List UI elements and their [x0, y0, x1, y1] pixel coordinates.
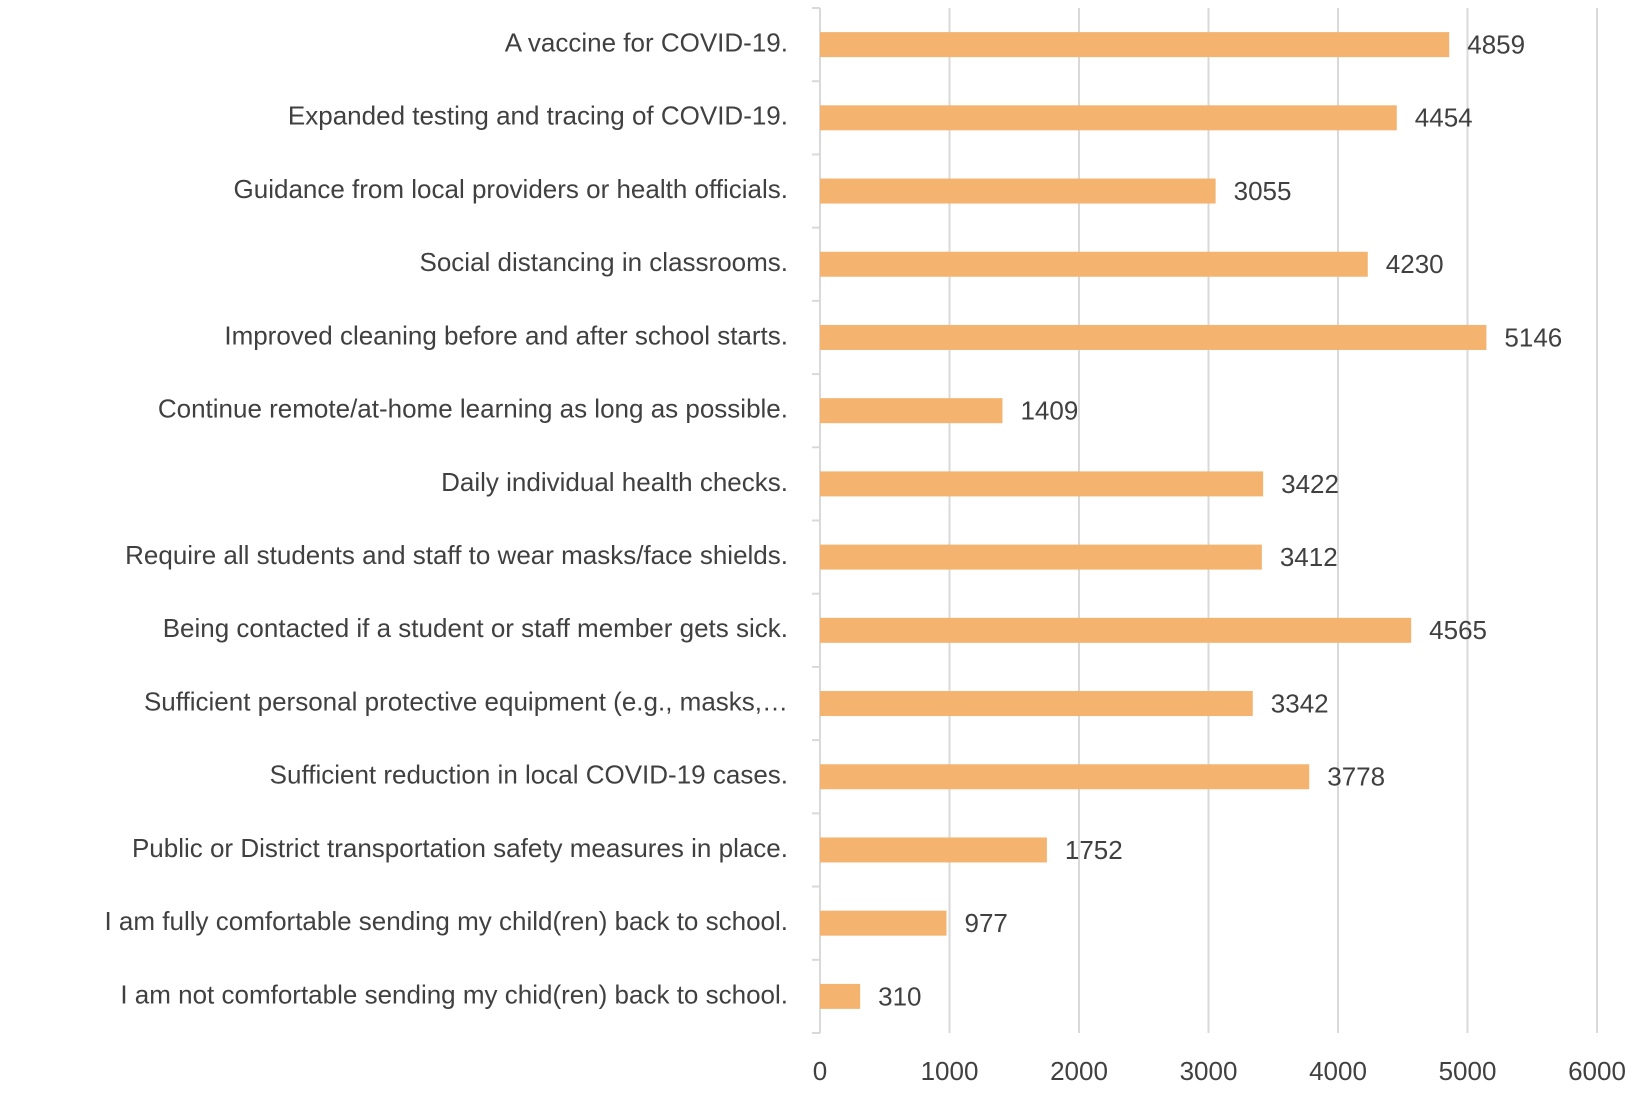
data-label: 1409 [1020, 396, 1078, 426]
bar [820, 251, 1368, 277]
y-tick-label: Being contacted if a student or staff me… [163, 613, 788, 643]
y-tick-label: I am fully comfortable sending my child(… [104, 906, 788, 936]
bar [820, 617, 1412, 643]
y-tick-label: A vaccine for COVID-19. [505, 27, 788, 57]
y-tick-label: Public or District transportation safety… [132, 833, 788, 863]
data-label: 4859 [1467, 29, 1525, 59]
y-tick-label: Continue remote/at-home learning as long… [158, 394, 788, 424]
data-label: 3342 [1271, 688, 1329, 718]
x-tick-label: 3000 [1180, 1056, 1238, 1086]
x-tick-label: 2000 [1050, 1056, 1108, 1086]
bar [820, 691, 1253, 717]
y-tick-label: Daily individual health checks. [441, 467, 788, 497]
y-tick-label: Expanded testing and tracing of COVID-19… [288, 101, 788, 131]
data-label: 4230 [1386, 249, 1444, 279]
data-label: 4565 [1429, 615, 1487, 645]
bar [820, 32, 1450, 58]
y-tick-label: Guidance from local providers or health … [234, 174, 788, 204]
data-label: 5146 [1504, 322, 1562, 352]
bar [820, 764, 1310, 790]
x-tick-label: 5000 [1439, 1056, 1497, 1086]
y-tick-label: I am not comfortable sending my chid(ren… [120, 979, 788, 1009]
data-label: 977 [965, 908, 1008, 938]
data-label: 3412 [1280, 542, 1338, 572]
y-tick-label: Sufficient reduction in local COVID-19 c… [270, 760, 788, 790]
x-tick-label: 4000 [1309, 1056, 1367, 1086]
data-label: 4454 [1415, 103, 1473, 133]
data-label: 3422 [1281, 469, 1339, 499]
y-tick-label: Improved cleaning before and after schoo… [224, 320, 788, 350]
data-label: 3778 [1327, 762, 1385, 792]
y-tick-label: Social distancing in classrooms. [420, 247, 789, 277]
bar [820, 983, 861, 1009]
x-tick-label: 1000 [921, 1056, 979, 1086]
bar [820, 471, 1264, 497]
bar [820, 105, 1397, 131]
data-label: 310 [878, 981, 921, 1011]
bar [820, 544, 1262, 570]
bar [820, 324, 1487, 350]
y-tick-label: Require all students and staff to wear m… [125, 540, 788, 570]
data-label: 3055 [1234, 176, 1292, 206]
bar [820, 910, 947, 936]
x-tick-label: 6000 [1568, 1056, 1626, 1086]
data-label: 1752 [1065, 835, 1123, 865]
bar [820, 837, 1047, 863]
bar [820, 178, 1216, 204]
bar [820, 398, 1003, 424]
y-tick-label: Sufficient personal protective equipment… [144, 686, 788, 716]
x-tick-label: 0 [813, 1056, 827, 1086]
